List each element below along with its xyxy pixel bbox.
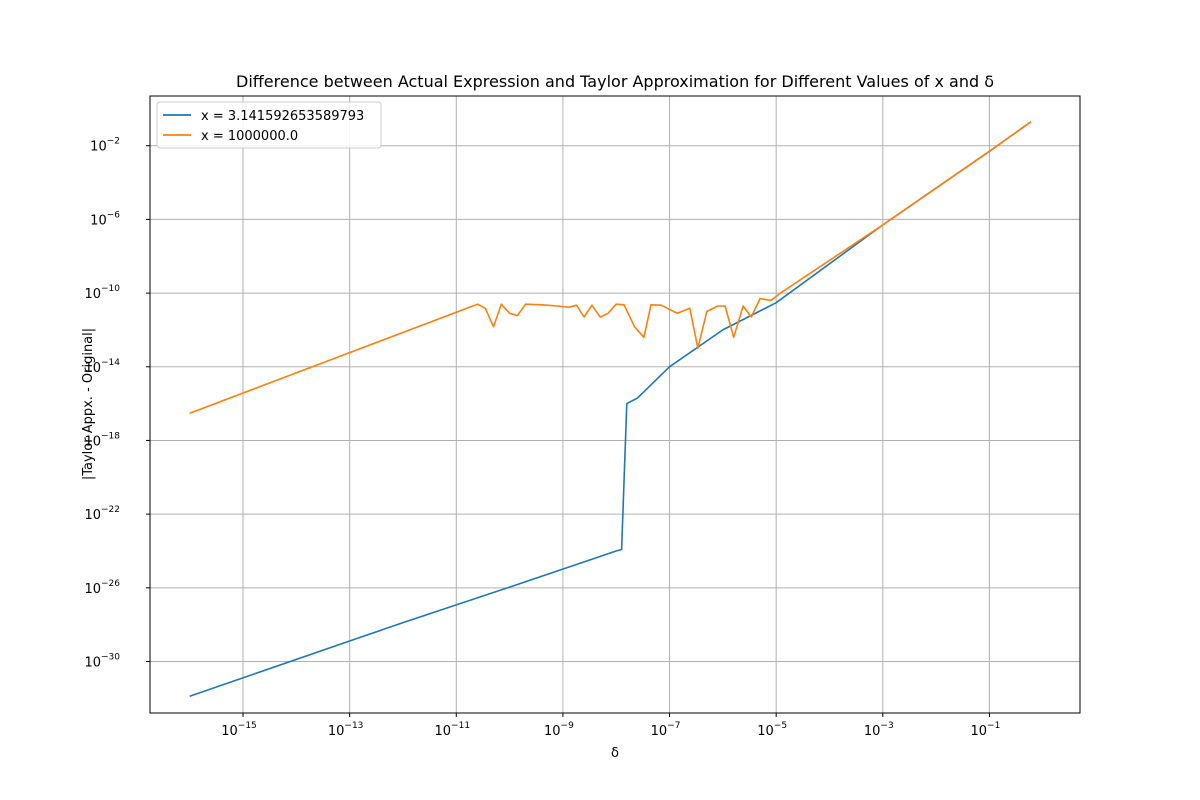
x-tick-label: 10−7 — [651, 721, 681, 739]
y-axis-label: |Taylor Appx. - Original| — [81, 328, 96, 480]
series-layer — [189, 121, 1032, 697]
y-tick-label: 10−6 — [90, 210, 120, 228]
y-tick-label: 10−2 — [90, 137, 120, 155]
legend-box — [156, 101, 382, 149]
x-axis-label: δ — [611, 746, 619, 761]
legend-label: x = 3.141592653589793 — [201, 109, 364, 124]
series-line — [189, 121, 1032, 414]
x-tick-label: 10−1 — [971, 721, 1001, 739]
y-tick-label: 10−26 — [84, 579, 120, 597]
x-axis-ticks: 10−15 10−13 10−11 10−9 10−7 10−5 10−3 10−1 — [221, 713, 1000, 739]
x-tick-label: 10−13 — [328, 721, 364, 739]
grid-layer — [150, 96, 1080, 713]
y-tick-label: 10−22 — [84, 505, 120, 523]
plot-area-frame — [149, 95, 1081, 714]
legend-label: x = 1000000.0 — [201, 129, 298, 144]
y-axis-ticks: 10−30 10−26 10−22 10−18 10−14 10−10 10−6 10−2 — [84, 137, 150, 670]
x-tick-label: 10−15 — [221, 721, 257, 739]
legend: x = 3.141592653589793 x = 1000000.0 — [156, 101, 382, 149]
chart-title: Difference between Actual Expression and… — [236, 72, 994, 91]
x-tick-label: 10−3 — [864, 721, 894, 739]
x-tick-label: 10−5 — [757, 721, 787, 739]
x-tick-label: 10−11 — [435, 721, 471, 739]
x-tick-label: 10−9 — [544, 721, 574, 739]
y-tick-label: 10−14 — [84, 358, 120, 376]
y-tick-label: 10−30 — [84, 652, 120, 670]
y-tick-label: 10−18 — [84, 431, 120, 449]
y-tick-label: 10−10 — [84, 284, 120, 302]
